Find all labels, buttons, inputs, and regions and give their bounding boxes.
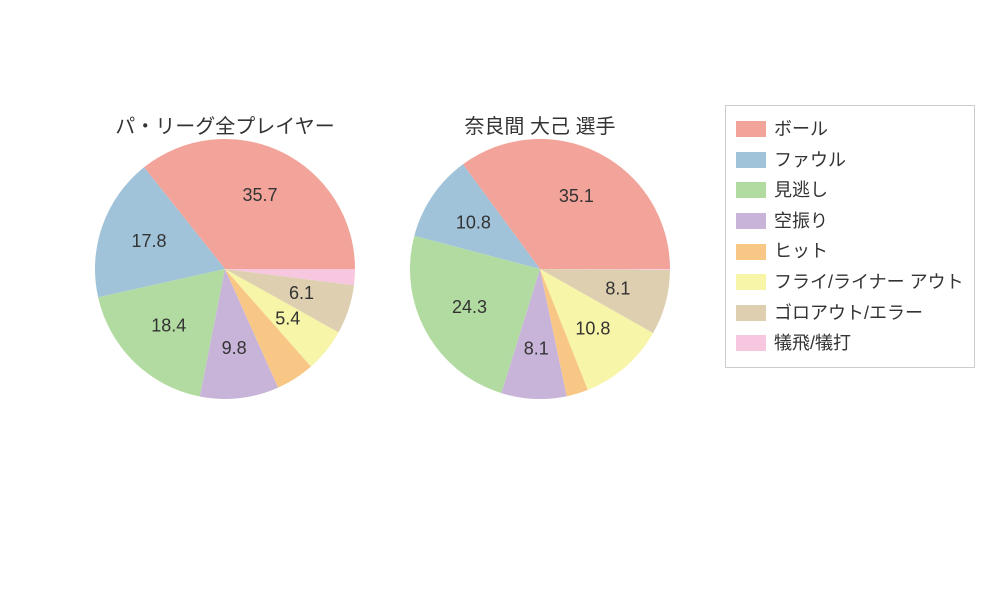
pie-chart-league: パ・リーグ全プレイヤー 35.7 17.8 18.4 9.8 5.4 6.1 [95, 110, 355, 399]
legend-swatch-sac [736, 335, 766, 351]
legend-swatch-hit [736, 244, 766, 260]
pie-label-league-foul: 17.8 [131, 231, 166, 251]
chart-title-league: パ・リーグ全プレイヤー [95, 110, 355, 139]
legend-label-hit: ヒット [774, 236, 828, 267]
legend-label-sac: 犠飛/犠打 [774, 328, 851, 359]
legend-item-ground_out: ゴロアウト/エラー [736, 298, 964, 329]
pie-label-player-foul: 10.8 [456, 212, 491, 232]
pie-label-player-ball: 35.1 [559, 186, 594, 206]
pie-label-league-looking: 18.4 [151, 315, 186, 335]
legend-item-sac: 犠飛/犠打 [736, 328, 964, 359]
pie-label-player-swing_miss: 8.1 [524, 338, 549, 358]
legend-item-looking: 見逃し [736, 175, 964, 206]
pie-chart-player: 奈良間 大己 選手 35.1 10.8 24.3 8.1 10.8 8.1 [410, 110, 670, 399]
legend-item-fly_out: フライ/ライナー アウト [736, 267, 964, 298]
legend-swatch-looking [736, 182, 766, 198]
legend-item-hit: ヒット [736, 236, 964, 267]
legend-item-ball: ボール [736, 114, 964, 145]
pie-label-league-ground_out: 6.1 [289, 283, 314, 303]
legend-label-foul: ファウル [774, 145, 846, 176]
pie-svg-league: 35.7 17.8 18.4 9.8 5.4 6.1 [95, 139, 355, 399]
legend: ボールファウル見逃し空振りヒットフライ/ライナー アウトゴロアウト/エラー犠飛/… [725, 105, 975, 368]
pie-label-player-looking: 24.3 [452, 297, 487, 317]
legend-swatch-fly_out [736, 274, 766, 290]
legend-label-ball: ボール [774, 114, 828, 145]
pie-label-league-fly_out: 5.4 [275, 308, 300, 328]
legend-swatch-ball [736, 121, 766, 137]
legend-swatch-foul [736, 152, 766, 168]
legend-swatch-ground_out [736, 305, 766, 321]
legend-swatch-swing_miss [736, 213, 766, 229]
legend-label-fly_out: フライ/ライナー アウト [774, 267, 964, 298]
pie-svg-player: 35.1 10.8 24.3 8.1 10.8 8.1 [410, 139, 670, 399]
legend-item-foul: ファウル [736, 145, 964, 176]
figure-stage: パ・リーグ全プレイヤー 35.7 17.8 18.4 9.8 5.4 6.1 奈良間 大己 選… [0, 0, 1000, 600]
legend-item-swing_miss: 空振り [736, 206, 964, 237]
pie-label-league-ball: 35.7 [242, 185, 277, 205]
legend-label-looking: 見逃し [774, 175, 828, 206]
chart-title-player: 奈良間 大己 選手 [410, 110, 670, 139]
legend-label-swing_miss: 空振り [774, 206, 828, 237]
legend-label-ground_out: ゴロアウト/エラー [774, 298, 923, 329]
pie-label-player-fly_out: 10.8 [575, 319, 610, 339]
pie-label-player-ground_out: 8.1 [605, 279, 630, 299]
pie-label-league-swing_miss: 9.8 [222, 338, 247, 358]
